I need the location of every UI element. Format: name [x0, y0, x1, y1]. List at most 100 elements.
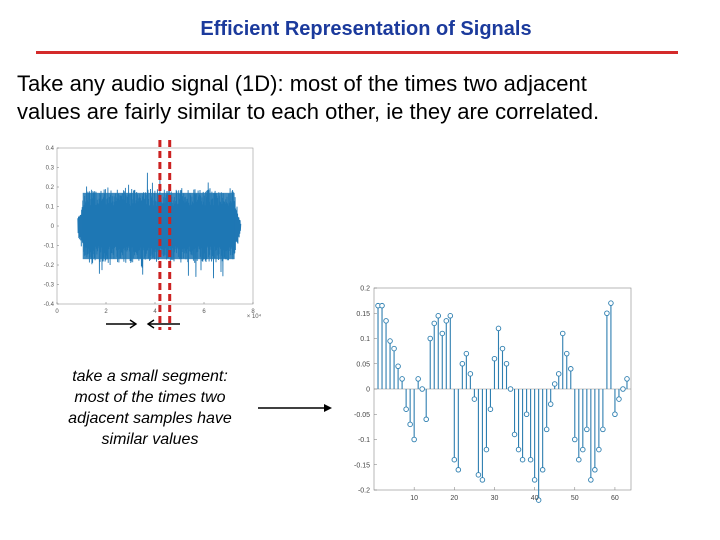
stem-marker — [455, 467, 462, 473]
waveform-core — [82, 192, 235, 260]
stem-marker — [551, 381, 558, 387]
stem-marker — [604, 310, 610, 317]
stem-marker — [503, 360, 510, 367]
stem-marker — [415, 376, 421, 382]
waveform-y-tick-label: -0.4 — [44, 302, 55, 308]
stem-x-tick-label: 10 — [410, 495, 418, 502]
stem-marker — [427, 335, 433, 342]
stem-marker — [608, 300, 614, 306]
waveform-y-tick-label: 0 — [51, 224, 55, 230]
stem-marker — [507, 386, 514, 392]
waveform-x-tick-label: 6 — [202, 309, 206, 315]
stem-marker — [576, 456, 582, 463]
intro-line: Take any audio signal (1D): most of the … — [17, 71, 587, 96]
stem-marker — [407, 421, 413, 428]
waveform-x-exponent: × 10⁴ — [247, 313, 262, 320]
stem-marker — [543, 426, 550, 433]
stem-marker — [475, 472, 482, 478]
audio-waveform-chart: 0.4 0.3 0.2 0.1 0 -0.1 -0.2 -0.3 -0.4 0 2 4 6 8× 10⁴ — [44, 140, 262, 330]
stem-marker — [387, 338, 393, 344]
stem-marker — [592, 467, 598, 473]
stem-marker — [411, 436, 417, 443]
stem-marker — [527, 456, 534, 463]
stem-x-tick-label: 60 — [611, 495, 619, 502]
stem-marker — [515, 446, 522, 453]
stem-marker — [547, 401, 554, 407]
stem-marker — [523, 411, 530, 417]
slide-title: Efficient Representation of Signals — [200, 18, 532, 40]
caption-line: take a small segment: — [72, 368, 228, 385]
stem-x-tick-label: 30 — [491, 495, 499, 502]
segment-markers — [158, 140, 172, 330]
stem-marker — [624, 376, 630, 382]
waveform-y-ticks: 0.4 0.3 0.2 0.1 0 -0.1 -0.2 -0.3 -0.4 — [44, 146, 59, 308]
stem-marker — [391, 345, 397, 352]
stem-marker — [487, 406, 494, 412]
stem-marker — [435, 313, 441, 319]
stem-marker — [379, 302, 385, 309]
stem-marker — [459, 360, 466, 367]
caption-line: most of the times two — [74, 389, 226, 406]
intro-text: Take any audio signal (1D): most of the … — [17, 70, 697, 126]
stem-marker — [403, 406, 409, 412]
stem-marker — [563, 350, 570, 357]
stem-y-tick-label: 0 — [366, 387, 370, 394]
stem-marker — [447, 313, 454, 319]
segment-stem-chart: 0.2 0.15 0.1 0.05 0 -0.05 -0.1 -0.15 -0.2 10 20 30… — [354, 286, 632, 503]
waveform-y-tick-label: 0.1 — [46, 205, 55, 211]
stem-marker — [535, 497, 542, 503]
stem-marker — [467, 371, 474, 377]
stem-marker — [580, 446, 586, 453]
intro-line: values are fairly similar to each other,… — [17, 99, 600, 124]
waveform-x-tick-label: 8 — [251, 309, 255, 315]
stem-y-tick-label: 0.2 — [360, 286, 370, 293]
stem-marker — [584, 426, 590, 433]
stem-marker — [572, 436, 578, 443]
stem-x-tick-label: 40 — [531, 495, 539, 502]
stem-marker — [511, 431, 518, 438]
stem-marker — [443, 318, 450, 324]
stem-marker — [423, 416, 429, 423]
stem-marker — [491, 355, 498, 362]
stem-marker — [559, 330, 566, 337]
stem-series — [375, 300, 630, 503]
stem-marker — [399, 376, 405, 382]
stem-marker — [612, 411, 618, 417]
title-underline — [36, 51, 678, 54]
waveform-x-tick-label: 4 — [153, 309, 157, 315]
stem-y-tick-label: 0.15 — [356, 311, 370, 318]
zoom-arrowhead — [324, 404, 332, 412]
stem-marker — [596, 446, 602, 453]
stem-marker — [463, 350, 470, 357]
waveform-x-tick-label: 0 — [55, 309, 59, 315]
waveform-y-tick-label: -0.3 — [44, 283, 55, 289]
stem-marker — [395, 363, 401, 370]
stem-marker — [555, 371, 562, 377]
stem-marker — [471, 396, 478, 402]
stem-y-tick-label: -0.15 — [354, 462, 370, 469]
waveform-x-tick-label: 2 — [104, 309, 108, 315]
stem-marker — [479, 477, 486, 483]
stem-marker — [451, 456, 458, 463]
stem-marker — [431, 320, 437, 327]
stem-marker — [531, 477, 538, 483]
stem-marker — [568, 366, 574, 372]
segment-caption: take a small segment: most of the times … — [52, 366, 248, 450]
waveform-y-tick-label: -0.2 — [44, 263, 55, 269]
stem-x-ticks: 10 20 30 40 50 60 — [410, 487, 619, 502]
caption-line: adjacent samples have — [68, 410, 232, 427]
waveform-y-tick-label: -0.1 — [44, 244, 55, 250]
stem-y-ticks: 0.2 0.15 0.1 0.05 0 -0.05 -0.1 -0.15 -0.2 — [354, 286, 377, 495]
stem-marker — [616, 396, 622, 402]
stem-y-tick-label: 0.1 — [360, 336, 370, 343]
stem-marker — [383, 318, 389, 324]
caption-line: similar values — [101, 431, 199, 448]
stem-marker — [419, 386, 425, 392]
stem-marker — [539, 467, 546, 473]
waveform-y-tick-label: 0.3 — [46, 166, 55, 172]
waveform-signal — [77, 172, 242, 279]
stem-y-tick-label: 0.05 — [356, 361, 370, 368]
stem-marker — [439, 330, 446, 337]
waveform-y-tick-label: 0.2 — [46, 185, 55, 191]
stem-marker — [620, 386, 626, 392]
